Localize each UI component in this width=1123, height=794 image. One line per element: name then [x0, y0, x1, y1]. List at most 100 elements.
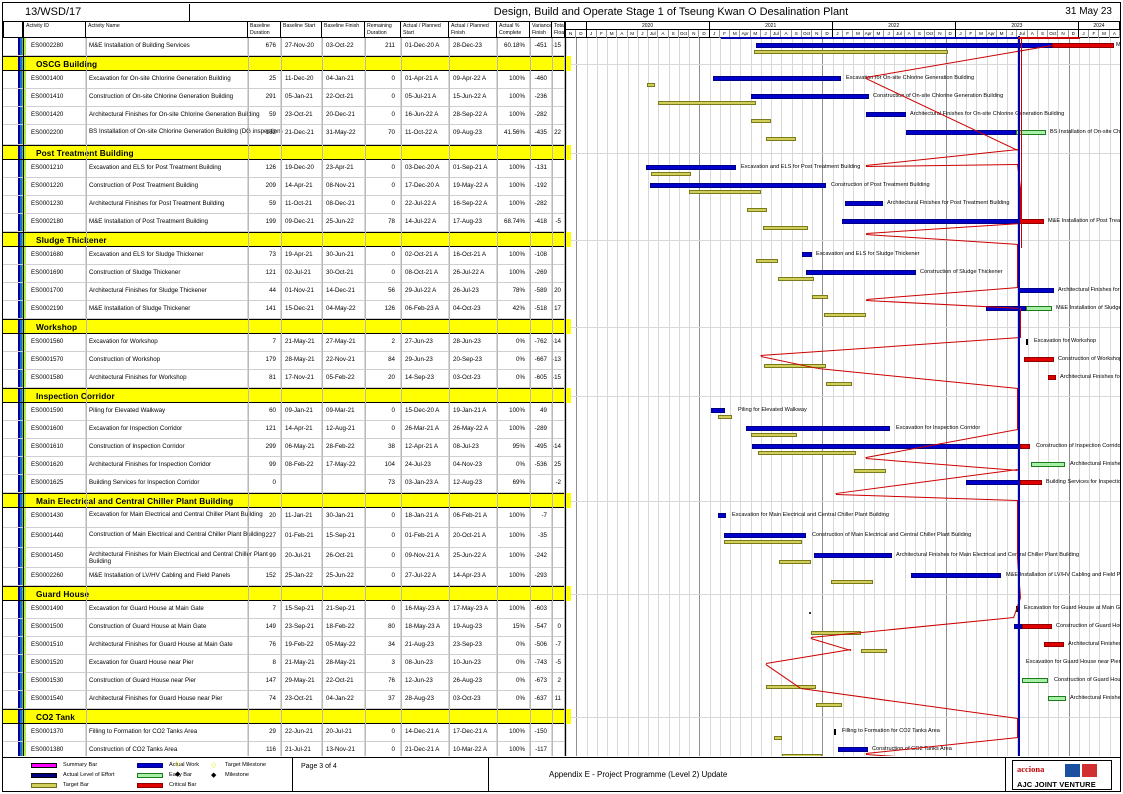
- gantt-bar-olive[interactable]: [718, 415, 732, 419]
- table-row[interactable]: ES0002180 M&E Installation of Post Treatm…: [3, 214, 565, 232]
- table-row[interactable]: ES0001510 Architectural Finishes for Guar…: [3, 637, 565, 655]
- gantt-bar-olive[interactable]: [651, 172, 691, 176]
- table-row[interactable]: ES0001520 Excavation for Guard House near…: [3, 655, 565, 673]
- gantt-bar-green[interactable]: [1016, 130, 1046, 135]
- table-row[interactable]: ES0001620 Architectural Finishes for Insp…: [3, 457, 565, 475]
- table-row[interactable]: ES0001530 Construction of Guard House nea…: [3, 673, 565, 691]
- group-header-row[interactable]: Inspection Corridor: [3, 388, 565, 403]
- gantt-bar-olive[interactable]: [758, 451, 856, 455]
- gantt-bar-blue[interactable]: [756, 43, 1052, 48]
- gantt-bar-blue[interactable]: [966, 480, 1020, 485]
- gantt-bar-blue[interactable]: [806, 270, 916, 275]
- gantt-bar-olive[interactable]: [658, 101, 756, 105]
- gantt-bar-red[interactable]: [1052, 43, 1114, 48]
- gantt-bar-red[interactable]: [1020, 480, 1042, 485]
- gantt-bar-green[interactable]: [1031, 462, 1065, 467]
- gantt-bar-blue[interactable]: [646, 165, 736, 170]
- table-row[interactable]: ES0001600 Excavation for Inspection Corri…: [3, 421, 565, 439]
- table-row[interactable]: ES0001490 Excavation for Guard House at M…: [3, 601, 565, 619]
- group-header-row[interactable]: Sludge Thickener: [3, 232, 565, 247]
- gantt-bar-olive[interactable]: [824, 313, 866, 317]
- gantt-bar-blue[interactable]: [906, 130, 1016, 135]
- gantt-bar-olive[interactable]: [756, 259, 778, 263]
- table-row[interactable]: ES0001590 Piling for Elevated Walkway 60 09…: [3, 403, 565, 421]
- column-header-activity-name[interactable]: Activity Name: [86, 22, 248, 38]
- table-row[interactable]: ES0001430 Excavation for Main Electrical …: [3, 508, 565, 528]
- table-row[interactable]: ES0001370 Filling to Formation for CO2 Ta…: [3, 724, 565, 742]
- gantt-bar-green[interactable]: [1022, 678, 1048, 683]
- gantt-bar-blue[interactable]: [650, 183, 826, 188]
- column-header-baseline-start[interactable]: Baseline Start: [281, 22, 322, 38]
- gantt-bar-blue[interactable]: [838, 747, 868, 752]
- gantt-bar-blue[interactable]: [802, 252, 812, 257]
- milestone-marker[interactable]: [1026, 339, 1028, 345]
- table-row[interactable]: ES0002190 M&E Installation of Sludge Thic…: [3, 301, 565, 319]
- gantt-bar-blue[interactable]: [713, 76, 841, 81]
- table-row[interactable]: ES0002260 M&E Installation of LV/HV Cabli…: [3, 568, 565, 586]
- gantt-bar-olive[interactable]: [782, 754, 822, 756]
- table-row[interactable]: ES0001210 Excavation and ELS for Post Tre…: [3, 160, 565, 178]
- gantt-bar-olive[interactable]: [764, 364, 826, 368]
- table-row[interactable]: ES0001400 Excavation for On-site Chlorine…: [3, 71, 565, 89]
- gantt-bar-olive[interactable]: [826, 382, 852, 386]
- gantt-bar-olive[interactable]: [779, 560, 811, 564]
- gantt-bar-blue[interactable]: [814, 553, 892, 558]
- table-row[interactable]: ES0001540 Architectural Finishes for Guar…: [3, 691, 565, 709]
- table-row[interactable]: ES0001610 Construction of Inspection Corr…: [3, 439, 565, 457]
- gantt-bar-olive[interactable]: [854, 469, 886, 473]
- gantt-bar-olive[interactable]: [747, 208, 767, 212]
- table-row[interactable]: ES0001700 Architectural Finishes for Slud…: [3, 283, 565, 301]
- gantt-bar-olive[interactable]: [724, 540, 802, 544]
- gantt-bar-olive[interactable]: [766, 685, 816, 689]
- table-row[interactable]: ES0001500 Construction of Guard House at …: [3, 619, 565, 637]
- gantt-bar-olive[interactable]: [766, 137, 796, 141]
- gantt-bar-olive[interactable]: [861, 649, 887, 653]
- table-row[interactable]: ES0001440 Construction of Main Electrical…: [3, 528, 565, 548]
- gantt-bar-red[interactable]: [1048, 375, 1056, 380]
- milestone-dot[interactable]: [809, 612, 811, 614]
- gantt-bar-blue[interactable]: [911, 573, 1001, 578]
- table-row[interactable]: ES0001380 Construction of CO2 Tanks Area 1…: [3, 742, 565, 756]
- gantt-bar-red[interactable]: [1022, 624, 1052, 629]
- group-header-row[interactable]: Guard House: [3, 586, 565, 601]
- gantt-bar-blue[interactable]: [746, 426, 890, 431]
- gantt-bar-olive[interactable]: [774, 736, 782, 740]
- gantt-bar-blue[interactable]: [751, 94, 869, 99]
- table-row[interactable]: ES0002200 BS Installation of On-site Chlo…: [3, 125, 565, 145]
- column-header-actual-planned-start[interactable]: Actual / Planned Start: [401, 22, 449, 38]
- gantt-bar-olive[interactable]: [812, 295, 828, 299]
- gantt-bar-blue[interactable]: [711, 408, 725, 413]
- table-row[interactable]: ES0001560 Excavation for Workshop 7 21-May-…: [3, 334, 565, 352]
- gantt-bar-green[interactable]: [1048, 696, 1066, 701]
- gantt-bar-olive[interactable]: [647, 83, 655, 87]
- column-header-baseline-finish[interactable]: Baseline Finish: [322, 22, 365, 38]
- table-row[interactable]: ES0001570 Construction of Workshop 179 28-M…: [3, 352, 565, 370]
- gantt-bar-red[interactable]: [1044, 642, 1064, 647]
- activity-table[interactable]: ES0002280 M&E Installation of Building Se…: [3, 38, 565, 756]
- table-row[interactable]: ES0001410 Construction of On-site Chlorin…: [3, 89, 565, 107]
- table-row[interactable]: ES0001220 Construction of Post Treatment …: [3, 178, 565, 196]
- table-row[interactable]: ES0001625 Building Services for Inspectio…: [3, 475, 565, 493]
- column-header-total-float[interactable]: Total Float: [552, 22, 565, 38]
- table-row[interactable]: ES0001230 Architectural Finishes for Post…: [3, 196, 565, 214]
- gantt-bar-olive[interactable]: [816, 703, 842, 707]
- gantt-bar-olive[interactable]: [763, 226, 808, 230]
- column-header-actual-percent-complete[interactable]: Actual % Complete: [497, 22, 530, 38]
- column-header-activity-id[interactable]: Activity ID: [23, 22, 86, 38]
- table-row[interactable]: ES0002280 M&E Installation of Building Se…: [3, 38, 565, 56]
- table-row[interactable]: ES0001690 Construction of Sludge Thickene…: [3, 265, 565, 283]
- table-row[interactable]: ES0001420 Architectural Finishes for On-s…: [3, 107, 565, 125]
- gantt-bar-olive[interactable]: [778, 277, 814, 281]
- gantt-bar-blue[interactable]: [845, 201, 883, 206]
- group-header-row[interactable]: OSCG Building: [3, 56, 565, 71]
- gantt-bar-blue[interactable]: [842, 219, 1018, 224]
- gantt-bar-red[interactable]: [1024, 357, 1054, 362]
- gantt-bar-olive[interactable]: [751, 433, 797, 437]
- table-row[interactable]: ES0001680 Excavation and ELS for Sludge T…: [3, 247, 565, 265]
- gantt-bar-blue[interactable]: [718, 513, 726, 518]
- column-header-actual-planned-finish[interactable]: Actual / Planned Finish: [449, 22, 497, 38]
- gantt-bar-blue[interactable]: [866, 112, 906, 117]
- gantt-bar-olive[interactable]: [754, 50, 948, 54]
- gantt-plot-area[interactable]: M&E Installation of Building Services Exc…: [566, 38, 1120, 756]
- group-header-row[interactable]: Post Treatment Building: [3, 145, 565, 160]
